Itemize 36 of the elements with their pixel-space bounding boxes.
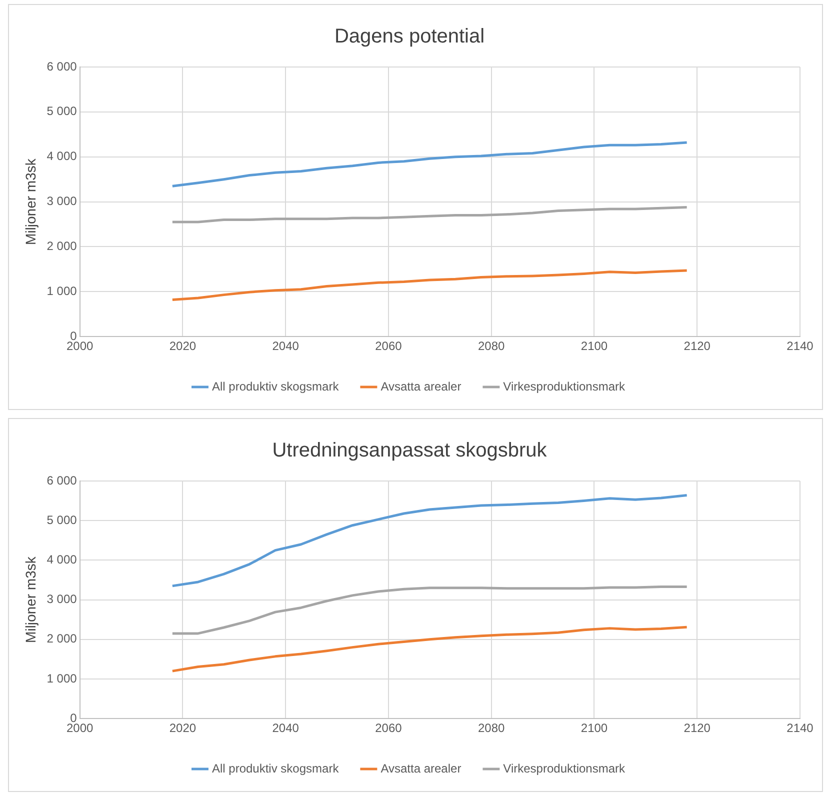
y-tick-label: 4 000	[46, 149, 78, 164]
x-tick-label: 2040	[272, 721, 300, 736]
x-tick-label: 2100	[580, 721, 608, 736]
y-axis-title: Miljoner m3sk	[22, 158, 38, 245]
x-tick-label: 2080	[478, 721, 506, 736]
y-tick-label: 5 000	[46, 512, 78, 527]
x-tick-label: 2140	[786, 721, 814, 736]
y-tick-label: 2 000	[46, 632, 78, 646]
chart-title: Utredningsanpassat skogsbruk	[272, 440, 548, 462]
x-tick-label: 2060	[375, 721, 402, 736]
x-tick-label: 2020	[169, 339, 196, 354]
legend-label: Avsatta arealer	[380, 379, 462, 394]
y-tick-label: 6 000	[46, 473, 78, 488]
y-tick-label: 6 000	[46, 59, 78, 74]
y-tick-label: 2 000	[46, 239, 78, 254]
chart-title: Dagens potential	[334, 26, 485, 48]
y-tick-label: 3 000	[46, 592, 78, 606]
y-tick-label: 5 000	[46, 104, 78, 118]
y-tick-label: 1 000	[46, 671, 78, 686]
y-tick-label: 1 000	[46, 284, 78, 298]
x-tick-label: 2120	[684, 721, 711, 736]
legend-label: Avsatta arealer	[380, 761, 462, 776]
y-axis-title: Miljoner m3sk	[22, 556, 38, 643]
x-tick-label: 2120	[684, 339, 711, 354]
y-tick-label: 4 000	[46, 552, 78, 567]
legend-label: Virkesproduktionsmark	[503, 761, 626, 776]
x-tick-label: 2040	[272, 339, 300, 354]
legend-label: Virkesproduktionsmark	[503, 379, 626, 394]
x-tick-label: 2100	[580, 339, 608, 354]
x-tick-label: 2020	[169, 721, 196, 736]
x-tick-label: 2060	[375, 339, 402, 354]
legend-label: All produktiv skogsmark	[212, 379, 340, 394]
legend-label: All produktiv skogsmark	[212, 761, 340, 776]
y-tick-label: 3 000	[46, 194, 78, 208]
x-tick-label: 2140	[786, 339, 814, 354]
x-tick-label: 2080	[478, 339, 506, 354]
